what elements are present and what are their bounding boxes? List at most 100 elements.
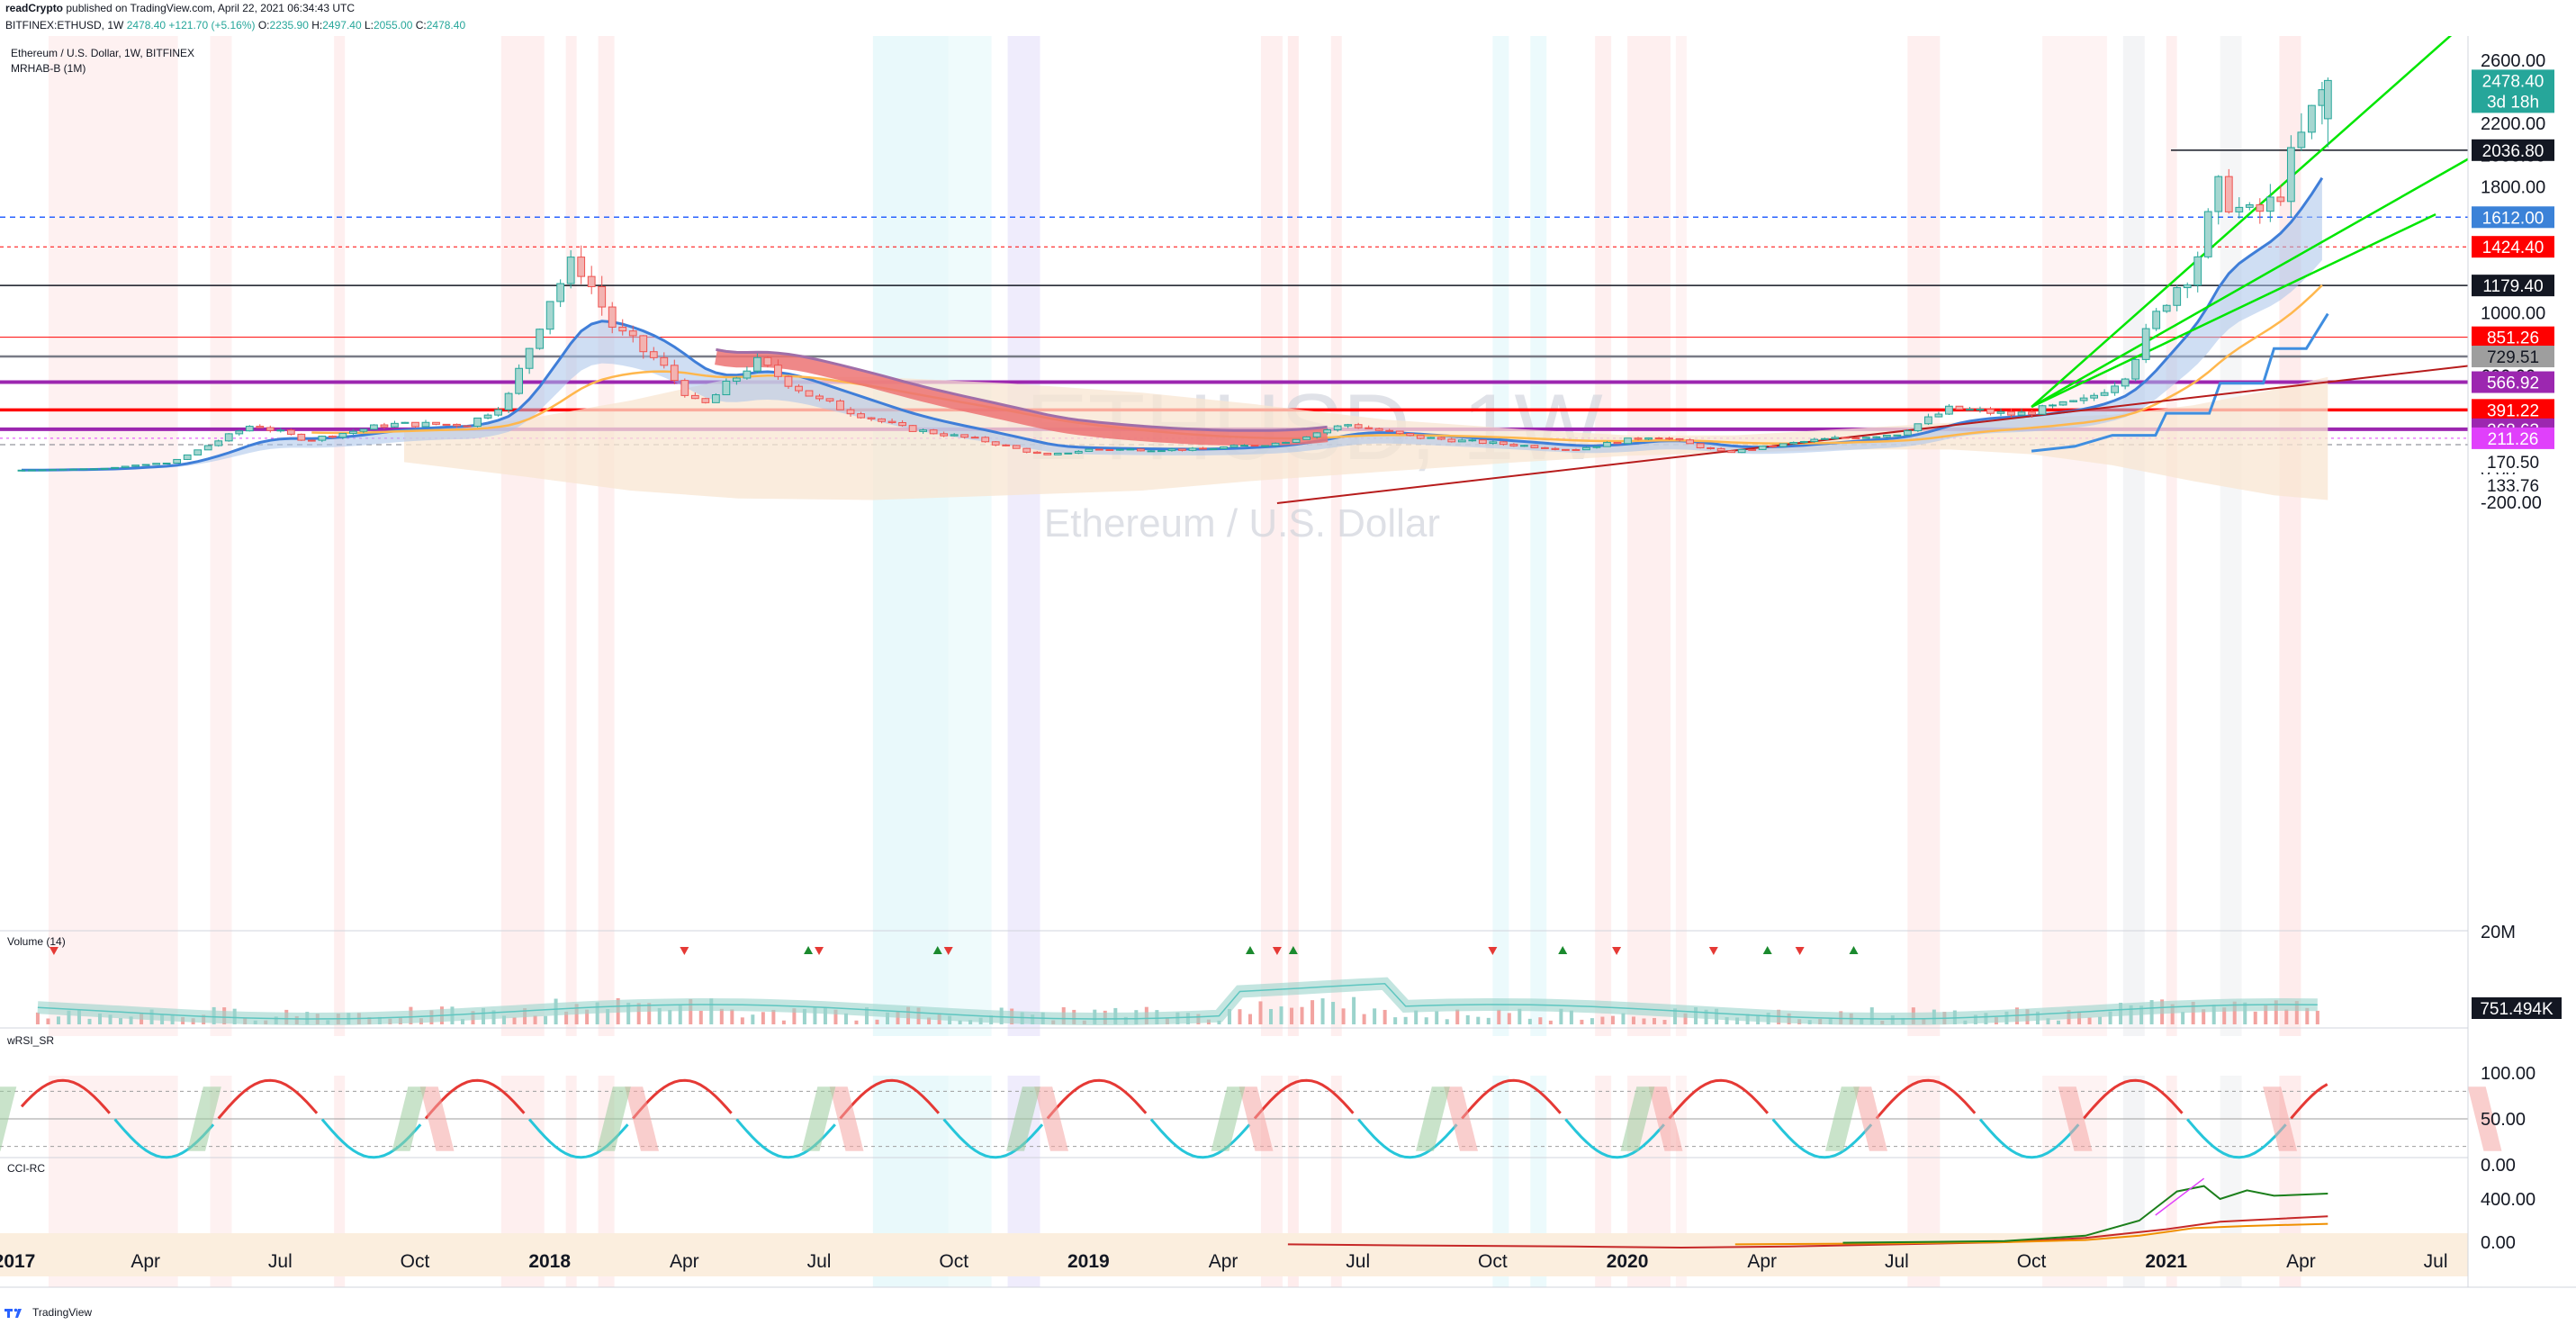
stepped-line (2031, 312, 2329, 453)
time-axis[interactable]: 2017 Apr Jul Oct 2018 Apr Jul Oct 2019 Apr Jul Oct 2… (0, 1251, 2448, 1272)
candle-body (1416, 435, 1425, 439)
highlight-band (1675, 36, 1687, 1287)
time-tick-label: Oct (1478, 1251, 1508, 1272)
cci-pane (1287, 1177, 2328, 1249)
volume-bar (1445, 1019, 1449, 1024)
candle-body (1147, 450, 1156, 453)
candle-body (1282, 441, 1290, 444)
candle-body (59, 468, 68, 471)
symbol-name[interactable]: BITFINEX:ETHUSD, 1W (5, 19, 124, 32)
candle-body (1012, 445, 1021, 449)
candle-body (753, 356, 761, 372)
watermark-name: Ethereum / U.S. Dollar (1044, 501, 1440, 545)
candle-body (1292, 438, 1301, 443)
candle-body (815, 395, 824, 400)
volume-bar (1683, 1013, 1688, 1024)
high-value: 2497.40 (322, 19, 362, 32)
green-trendline[interactable] (2031, 158, 2469, 409)
steep-green-trendline[interactable] (2031, 36, 2468, 408)
volume-bar (1725, 1017, 1729, 1024)
rsi-swing-band (1620, 1086, 1655, 1151)
volume-bar (2108, 1011, 2112, 1024)
volume-bar (1258, 1001, 1263, 1024)
rsi-tick-label: 100.00 (2481, 1064, 2535, 1084)
candle-body (79, 468, 88, 471)
candle-body (2152, 311, 2161, 329)
level-price-label: 851.26 (2487, 329, 2539, 348)
volume-bar (2087, 1017, 2092, 1024)
candle-body (1613, 441, 1622, 445)
volume-bar (719, 1008, 724, 1024)
candle-body (1115, 448, 1124, 451)
candle-body (649, 351, 658, 358)
highlight-band (2166, 36, 2177, 1287)
candle-body (587, 275, 596, 287)
volume-bar (968, 1020, 973, 1024)
level-price-label-bg (2472, 326, 2554, 348)
volume-bar (67, 1010, 71, 1024)
volume-bar (927, 1017, 932, 1024)
volume-bar (533, 1015, 537, 1024)
volume-bar (781, 1020, 786, 1024)
time-tick-label: Apr (1209, 1251, 1238, 1272)
candle-body (2049, 404, 2057, 407)
rsi-line-upper (2082, 1078, 2184, 1120)
candle-body (2121, 378, 2130, 387)
long-trendline[interactable] (1276, 365, 2469, 504)
rsi-line-lower (1978, 1118, 2080, 1159)
candle-body (1551, 447, 1560, 450)
candle-body (141, 464, 150, 466)
open-value: 2235.90 (269, 19, 309, 32)
candle-body (1945, 405, 1953, 415)
candle-body (1126, 448, 1135, 451)
volume-bar (1735, 1017, 1740, 1024)
highlight-band (872, 36, 949, 1287)
level-price-label-bg (2472, 275, 2554, 297)
candle-body (2235, 206, 2244, 212)
rsi-swing-band (1825, 1086, 1860, 1151)
time-tick-label: Oct (2017, 1251, 2047, 1272)
volume-bar (2046, 1018, 2050, 1024)
candle-body (1032, 451, 1041, 455)
open-label: O: (257, 19, 270, 32)
footer-brand[interactable]: TradingView (32, 1306, 93, 1319)
author-name[interactable]: readCrypto (5, 2, 64, 14)
volume-bar (1320, 998, 1325, 1024)
candle-body (940, 433, 949, 437)
volume-bar (2305, 1007, 2310, 1024)
candle-body (1603, 441, 1611, 447)
volume-bar (1631, 1016, 1635, 1024)
session-highlight-bands (48, 36, 2301, 1287)
volume-bar (1403, 1016, 1408, 1024)
signal-marker (1612, 947, 1622, 955)
volume-bar (730, 1009, 734, 1024)
candle-body (483, 414, 492, 419)
green-fan-line[interactable] (2031, 213, 2436, 409)
candle-body (1634, 437, 1643, 440)
rsi-swing-band (0, 1086, 17, 1151)
trend-lines[interactable] (1276, 36, 2469, 504)
volume-bar (2243, 1002, 2247, 1024)
candle-body (660, 356, 669, 366)
candle-body (556, 283, 565, 302)
volume-pane-label: Volume (14) (7, 935, 66, 948)
volume-bar (2284, 1009, 2289, 1024)
candle-body (307, 439, 316, 442)
highlight-band (1627, 36, 1671, 1287)
rsi-pane (0, 1078, 2502, 1159)
signal-marker (1795, 947, 1805, 955)
volume-bar (1362, 1014, 1366, 1024)
volume-bar (1569, 1010, 1573, 1024)
chart-canvas[interactable]: ETHUSD, 1W Ethereum / U.S. Dollar Ethere… (0, 36, 2576, 1302)
tradingview-logo-icon[interactable] (4, 1306, 27, 1319)
volume-bar (2202, 1009, 2206, 1024)
level-price-label: 133.76 (2487, 477, 2539, 496)
rsi-line-lower (1357, 1118, 1458, 1159)
candle-body (1675, 437, 1684, 441)
candle-body (2038, 405, 2047, 415)
candle-body (722, 380, 731, 396)
candle-body (1220, 446, 1228, 450)
level-price-label: 1424.40 (2482, 239, 2544, 257)
volume-bar (636, 1003, 641, 1024)
volume-bar (35, 1012, 40, 1024)
